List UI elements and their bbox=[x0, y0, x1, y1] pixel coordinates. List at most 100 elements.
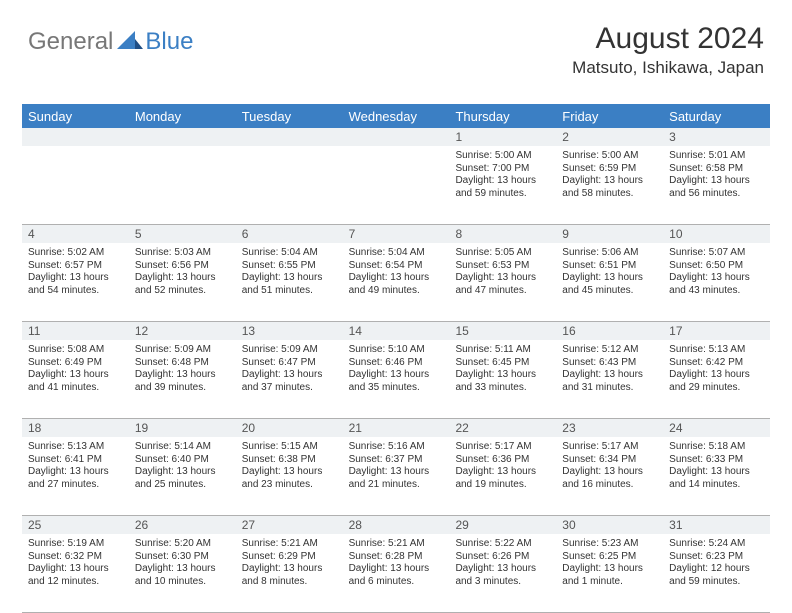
daylight-text: Daylight: 13 hours and 19 minutes. bbox=[455, 466, 552, 491]
sunrise-text: Sunrise: 5:21 AM bbox=[242, 538, 339, 551]
daynum-row: 1 2 3 bbox=[22, 128, 770, 146]
daylight-text: Daylight: 13 hours and 23 minutes. bbox=[242, 466, 339, 491]
sunset-text: Sunset: 6:23 PM bbox=[669, 551, 766, 564]
day-number: 5 bbox=[129, 225, 236, 243]
title-block: August 2024 Matsuto, Ishikawa, Japan bbox=[572, 22, 764, 78]
week-row: Sunrise: 5:02 AMSunset: 6:57 PMDaylight:… bbox=[22, 243, 770, 322]
day-cell: Sunrise: 5:00 AMSunset: 6:59 PMDaylight:… bbox=[556, 146, 663, 224]
daylight-text: Daylight: 13 hours and 3 minutes. bbox=[455, 563, 552, 588]
daylight-text: Daylight: 13 hours and 16 minutes. bbox=[562, 466, 659, 491]
sunrise-text: Sunrise: 5:02 AM bbox=[28, 247, 125, 260]
week-row: Sunrise: 5:13 AMSunset: 6:41 PMDaylight:… bbox=[22, 437, 770, 516]
daylight-text: Daylight: 13 hours and 47 minutes. bbox=[455, 272, 552, 297]
location-text: Matsuto, Ishikawa, Japan bbox=[572, 58, 764, 78]
sunset-text: Sunset: 6:48 PM bbox=[135, 357, 232, 370]
day-number: 17 bbox=[663, 322, 770, 340]
daylight-text: Daylight: 13 hours and 37 minutes. bbox=[242, 369, 339, 394]
day-number: 13 bbox=[236, 322, 343, 340]
daylight-text: Daylight: 13 hours and 1 minute. bbox=[562, 563, 659, 588]
daylight-text: Daylight: 13 hours and 8 minutes. bbox=[242, 563, 339, 588]
daylight-text: Daylight: 13 hours and 27 minutes. bbox=[28, 466, 125, 491]
day-header: Tuesday bbox=[236, 106, 343, 128]
day-cell: Sunrise: 5:15 AMSunset: 6:38 PMDaylight:… bbox=[236, 437, 343, 515]
daylight-text: Daylight: 13 hours and 12 minutes. bbox=[28, 563, 125, 588]
sunrise-text: Sunrise: 5:13 AM bbox=[28, 441, 125, 454]
daylight-text: Daylight: 13 hours and 29 minutes. bbox=[669, 369, 766, 394]
day-number: 31 bbox=[663, 516, 770, 534]
day-cell: Sunrise: 5:12 AMSunset: 6:43 PMDaylight:… bbox=[556, 340, 663, 418]
sunrise-text: Sunrise: 5:24 AM bbox=[669, 538, 766, 551]
daylight-text: Daylight: 13 hours and 56 minutes. bbox=[669, 175, 766, 200]
logo: General Blue bbox=[28, 28, 193, 56]
day-cell: Sunrise: 5:09 AMSunset: 6:48 PMDaylight:… bbox=[129, 340, 236, 418]
day-number: 2 bbox=[556, 128, 663, 146]
sunset-text: Sunset: 6:58 PM bbox=[669, 163, 766, 176]
sunset-text: Sunset: 6:46 PM bbox=[349, 357, 446, 370]
sunrise-text: Sunrise: 5:18 AM bbox=[669, 441, 766, 454]
day-number: 26 bbox=[129, 516, 236, 534]
day-cell: Sunrise: 5:19 AMSunset: 6:32 PMDaylight:… bbox=[22, 534, 129, 612]
sunset-text: Sunset: 6:41 PM bbox=[28, 454, 125, 467]
sunrise-text: Sunrise: 5:23 AM bbox=[562, 538, 659, 551]
day-cell: Sunrise: 5:14 AMSunset: 6:40 PMDaylight:… bbox=[129, 437, 236, 515]
day-number: 14 bbox=[343, 322, 450, 340]
sunset-text: Sunset: 6:49 PM bbox=[28, 357, 125, 370]
day-cell: Sunrise: 5:04 AMSunset: 6:55 PMDaylight:… bbox=[236, 243, 343, 321]
day-number: 30 bbox=[556, 516, 663, 534]
daylight-text: Daylight: 13 hours and 49 minutes. bbox=[349, 272, 446, 297]
day-cell: Sunrise: 5:24 AMSunset: 6:23 PMDaylight:… bbox=[663, 534, 770, 612]
day-number: 28 bbox=[343, 516, 450, 534]
day-cell: Sunrise: 5:17 AMSunset: 6:34 PMDaylight:… bbox=[556, 437, 663, 515]
sunset-text: Sunset: 6:26 PM bbox=[455, 551, 552, 564]
daylight-text: Daylight: 13 hours and 43 minutes. bbox=[669, 272, 766, 297]
day-cell: Sunrise: 5:02 AMSunset: 6:57 PMDaylight:… bbox=[22, 243, 129, 321]
sunset-text: Sunset: 6:55 PM bbox=[242, 260, 339, 273]
day-number: 3 bbox=[663, 128, 770, 146]
week-row: Sunrise: 5:19 AMSunset: 6:32 PMDaylight:… bbox=[22, 534, 770, 613]
day-cell: Sunrise: 5:20 AMSunset: 6:30 PMDaylight:… bbox=[129, 534, 236, 612]
day-number: 27 bbox=[236, 516, 343, 534]
sunset-text: Sunset: 6:28 PM bbox=[349, 551, 446, 564]
sunrise-text: Sunrise: 5:11 AM bbox=[455, 344, 552, 357]
sunrise-text: Sunrise: 5:03 AM bbox=[135, 247, 232, 260]
day-cell: Sunrise: 5:09 AMSunset: 6:47 PMDaylight:… bbox=[236, 340, 343, 418]
sunset-text: Sunset: 6:43 PM bbox=[562, 357, 659, 370]
day-number: 11 bbox=[22, 322, 129, 340]
day-number: 1 bbox=[449, 128, 556, 146]
daynum-row: 4 5 6 7 8 9 10 bbox=[22, 225, 770, 243]
day-cell: Sunrise: 5:18 AMSunset: 6:33 PMDaylight:… bbox=[663, 437, 770, 515]
sunset-text: Sunset: 6:59 PM bbox=[562, 163, 659, 176]
sunrise-text: Sunrise: 5:10 AM bbox=[349, 344, 446, 357]
day-number: 25 bbox=[22, 516, 129, 534]
daylight-text: Daylight: 13 hours and 59 minutes. bbox=[455, 175, 552, 200]
day-cell: Sunrise: 5:07 AMSunset: 6:50 PMDaylight:… bbox=[663, 243, 770, 321]
sunset-text: Sunset: 6:36 PM bbox=[455, 454, 552, 467]
sunrise-text: Sunrise: 5:22 AM bbox=[455, 538, 552, 551]
day-number: 4 bbox=[22, 225, 129, 243]
sunset-text: Sunset: 6:34 PM bbox=[562, 454, 659, 467]
day-number: 10 bbox=[663, 225, 770, 243]
daylight-text: Daylight: 13 hours and 6 minutes. bbox=[349, 563, 446, 588]
day-number: 24 bbox=[663, 419, 770, 437]
sunset-text: Sunset: 6:53 PM bbox=[455, 260, 552, 273]
logo-text-general: General bbox=[28, 28, 113, 56]
sunset-text: Sunset: 6:37 PM bbox=[349, 454, 446, 467]
sunrise-text: Sunrise: 5:06 AM bbox=[562, 247, 659, 260]
day-number: 12 bbox=[129, 322, 236, 340]
daylight-text: Daylight: 12 hours and 59 minutes. bbox=[669, 563, 766, 588]
day-cell: Sunrise: 5:21 AMSunset: 6:28 PMDaylight:… bbox=[343, 534, 450, 612]
logo-triangle-icon bbox=[117, 28, 143, 56]
day-cell: Sunrise: 5:06 AMSunset: 6:51 PMDaylight:… bbox=[556, 243, 663, 321]
daylight-text: Daylight: 13 hours and 52 minutes. bbox=[135, 272, 232, 297]
daynum-row: 11 12 13 14 15 16 17 bbox=[22, 322, 770, 340]
sunrise-text: Sunrise: 5:20 AM bbox=[135, 538, 232, 551]
daylight-text: Daylight: 13 hours and 14 minutes. bbox=[669, 466, 766, 491]
sunrise-text: Sunrise: 5:09 AM bbox=[242, 344, 339, 357]
sunset-text: Sunset: 6:56 PM bbox=[135, 260, 232, 273]
day-header: Thursday bbox=[449, 106, 556, 128]
day-cell: Sunrise: 5:13 AMSunset: 6:42 PMDaylight:… bbox=[663, 340, 770, 418]
day-header-row: Sunday Monday Tuesday Wednesday Thursday… bbox=[22, 106, 770, 128]
sunrise-text: Sunrise: 5:19 AM bbox=[28, 538, 125, 551]
sunset-text: Sunset: 6:40 PM bbox=[135, 454, 232, 467]
sunset-text: Sunset: 6:42 PM bbox=[669, 357, 766, 370]
